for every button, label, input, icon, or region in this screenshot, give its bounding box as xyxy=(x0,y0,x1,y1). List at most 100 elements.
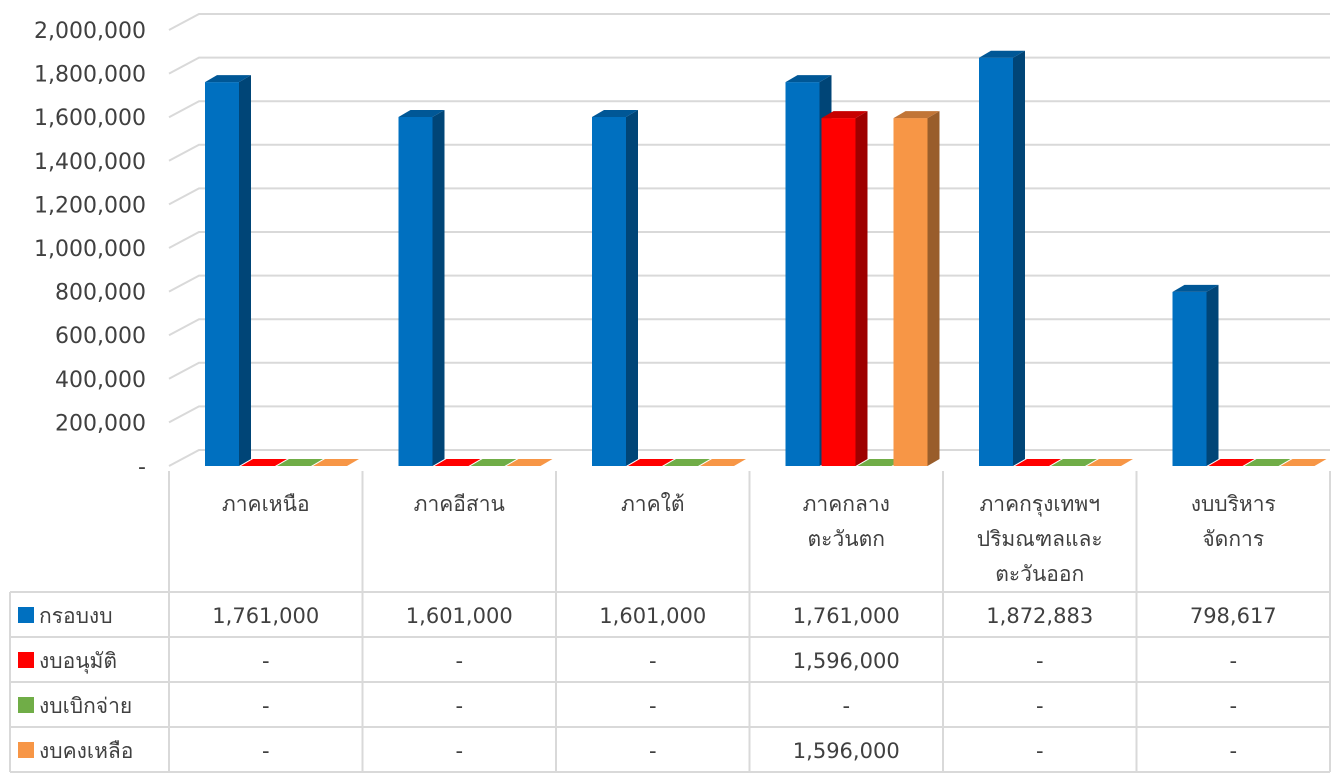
bar xyxy=(979,57,1013,466)
category-label: ตะวันตก xyxy=(808,527,885,551)
bar-zero xyxy=(277,459,323,466)
data-label: - xyxy=(1229,694,1237,718)
legend-key xyxy=(18,607,34,623)
bar-zero xyxy=(313,459,359,466)
y-tick-label: 400,000 xyxy=(55,368,146,393)
y-tick-label: 200,000 xyxy=(55,411,146,436)
category-label: ภาคใต้ xyxy=(621,492,685,516)
legend-label: งบเบิกจ่าย xyxy=(39,694,132,718)
bar-side xyxy=(1206,284,1219,466)
data-label: - xyxy=(262,649,270,673)
category-label: ภาคกลาง xyxy=(803,492,890,516)
bar-zero xyxy=(1208,459,1255,466)
category-label: ปริมณฑลและ xyxy=(977,527,1103,551)
bar-side xyxy=(432,109,445,467)
data-label: - xyxy=(455,739,463,763)
bar xyxy=(893,118,928,467)
bar-top xyxy=(592,109,638,117)
y-tick-label: 1,800,000 xyxy=(34,63,146,88)
bar-zero xyxy=(857,459,904,466)
y-tick-label: 2,000,000 xyxy=(34,19,146,44)
bar-zero xyxy=(434,459,481,466)
bar-top xyxy=(398,109,445,117)
bar-top xyxy=(785,75,832,83)
gridline xyxy=(168,13,1330,31)
data-label: - xyxy=(649,739,657,763)
legend-label: งบคงเหลือ xyxy=(39,739,133,763)
legend-label: กรอบงบ xyxy=(39,604,113,628)
data-label: - xyxy=(649,694,657,718)
bar xyxy=(821,118,856,467)
bar-zero xyxy=(1015,459,1061,466)
data-label: - xyxy=(649,649,657,673)
bar-zero xyxy=(1087,459,1133,466)
bar-zero xyxy=(241,459,287,466)
data-label: - xyxy=(262,694,270,718)
bar-side xyxy=(239,75,251,467)
category-label: ตะวันออก xyxy=(995,562,1084,586)
bar-top xyxy=(1172,284,1219,292)
data-label: - xyxy=(1229,649,1237,673)
gridline xyxy=(168,187,1330,206)
bar-side xyxy=(626,109,638,467)
legend-key xyxy=(18,697,34,713)
y-tick-label: 1,600,000 xyxy=(34,106,146,131)
category-label: จัดการ xyxy=(1202,527,1264,551)
bar-zero xyxy=(664,459,710,466)
bar xyxy=(398,116,433,467)
bar-zero xyxy=(470,459,517,466)
data-label: - xyxy=(1036,649,1044,673)
y-tick-label: 800,000 xyxy=(55,281,146,306)
bar-side xyxy=(927,111,940,467)
category-label: ภาคกรุงเทพฯ xyxy=(979,492,1100,517)
bar-zero xyxy=(506,459,553,466)
bar-side xyxy=(1013,50,1025,466)
data-label: - xyxy=(1229,739,1237,763)
data-label: - xyxy=(262,739,270,763)
data-label: 1,761,000 xyxy=(793,604,900,628)
data-label: 1,596,000 xyxy=(793,739,900,763)
bar-zero xyxy=(628,459,674,466)
data-label: - xyxy=(842,694,850,718)
data-label: - xyxy=(455,649,463,673)
data-label: 1,872,883 xyxy=(986,604,1093,628)
bar-zero xyxy=(1244,459,1291,466)
data-label: - xyxy=(1036,739,1044,763)
gridline xyxy=(168,143,1330,162)
bar xyxy=(205,82,239,467)
data-label: - xyxy=(455,694,463,718)
gridline xyxy=(168,361,1330,380)
bar-zero xyxy=(1051,459,1097,466)
data-label: 1,601,000 xyxy=(406,604,513,628)
bar xyxy=(592,116,626,467)
legend-label: งบอนุมัติ xyxy=(39,649,117,674)
gridline xyxy=(168,231,1330,249)
bar xyxy=(785,82,820,467)
category-label: งบบริหาร xyxy=(1191,492,1276,516)
gridline xyxy=(168,405,1330,424)
y-tick-label: - xyxy=(138,455,146,480)
data-label: 1,596,000 xyxy=(793,649,900,673)
gridline xyxy=(168,274,1330,293)
bar-top xyxy=(205,75,251,83)
bar-side xyxy=(855,111,868,467)
y-tick-label: 1,400,000 xyxy=(34,150,146,175)
gridline xyxy=(168,100,1330,119)
y-tick-label: 1,000,000 xyxy=(34,237,146,262)
bar-top xyxy=(893,111,940,119)
category-label: ภาคอีสาน xyxy=(414,492,505,516)
bar-top xyxy=(979,50,1025,58)
bar-top xyxy=(821,111,868,119)
data-label: 1,601,000 xyxy=(599,604,706,628)
category-label: ภาคเหนือ xyxy=(222,492,310,516)
gridline xyxy=(168,318,1330,337)
bar-zero xyxy=(700,459,746,466)
legend-key xyxy=(18,652,34,668)
legend-key xyxy=(18,742,34,758)
bar-zero xyxy=(1280,459,1327,466)
bar xyxy=(1172,291,1207,466)
data-label: 798,617 xyxy=(1190,604,1277,628)
data-label: 1,761,000 xyxy=(212,604,319,628)
